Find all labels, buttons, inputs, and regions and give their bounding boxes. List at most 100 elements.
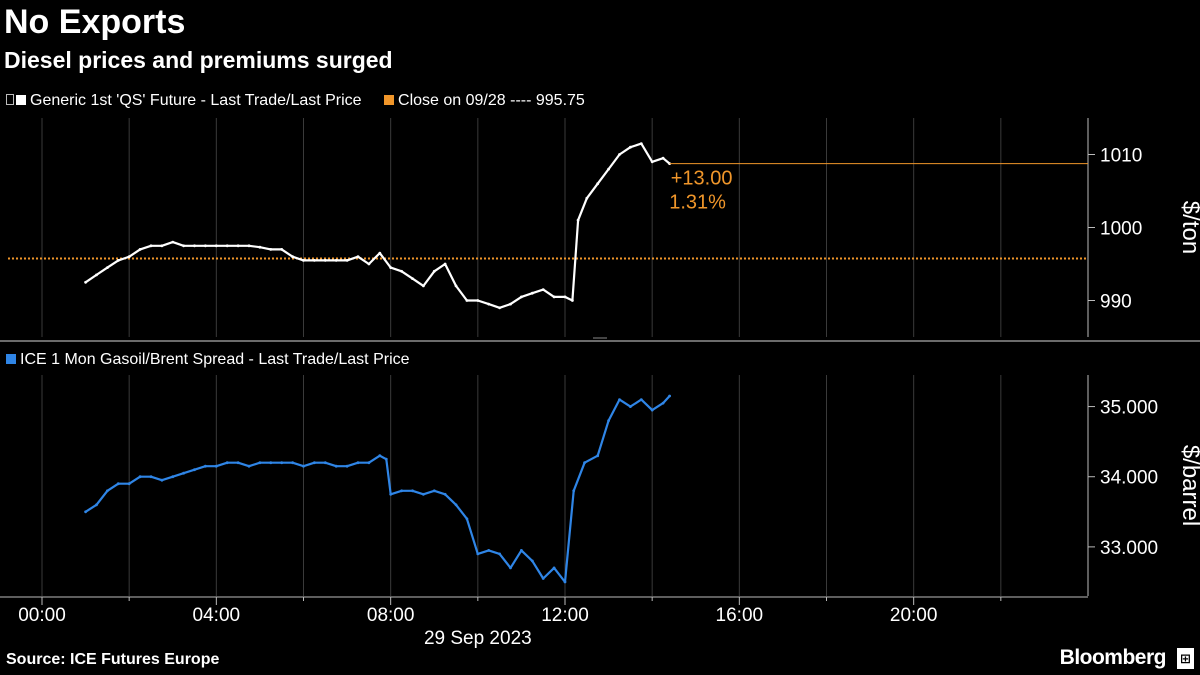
data-point bbox=[378, 454, 382, 458]
data-point bbox=[629, 405, 632, 408]
data-point bbox=[487, 549, 491, 552]
data-point bbox=[400, 269, 403, 273]
data-point bbox=[367, 461, 371, 465]
data-point bbox=[313, 461, 316, 465]
data-point bbox=[520, 295, 523, 299]
data-point bbox=[138, 248, 142, 251]
data-point bbox=[247, 464, 251, 468]
data-point bbox=[171, 475, 175, 479]
data-point bbox=[552, 566, 556, 570]
data-point bbox=[389, 266, 393, 269]
data-point bbox=[356, 255, 360, 259]
data-point bbox=[530, 559, 534, 563]
data-point bbox=[454, 284, 458, 288]
data-point bbox=[302, 259, 305, 262]
data-point bbox=[552, 295, 556, 299]
y-tick-label: 34.000 bbox=[1100, 468, 1158, 489]
data-point bbox=[618, 398, 621, 401]
data-point bbox=[225, 461, 229, 465]
data-point bbox=[84, 510, 87, 514]
data-point bbox=[280, 461, 284, 465]
y-tick-label: 1000 bbox=[1100, 219, 1142, 240]
x-tick-label: 16:00 bbox=[716, 605, 764, 626]
legend-top: Generic 1st 'QS' Future - Last Trade/Las… bbox=[6, 91, 585, 111]
data-point bbox=[323, 259, 327, 262]
data-point bbox=[214, 464, 218, 468]
y-tick-label: 1010 bbox=[1100, 146, 1142, 167]
data-point bbox=[367, 262, 371, 266]
data-point bbox=[411, 277, 414, 280]
data-point bbox=[149, 475, 153, 479]
legend-label-gasoil-spread: ICE 1 Mon Gasoil/Brent Spread - Last Tra… bbox=[20, 351, 410, 368]
data-point bbox=[465, 299, 469, 302]
data-point bbox=[106, 489, 109, 493]
brand-logo: Bloomberg bbox=[1059, 646, 1167, 669]
data-point bbox=[378, 251, 382, 255]
series-line-0-0 bbox=[84, 142, 671, 309]
data-point bbox=[236, 244, 240, 248]
data-point bbox=[193, 468, 196, 472]
data-point bbox=[563, 580, 567, 584]
data-point bbox=[498, 552, 501, 556]
data-point bbox=[149, 244, 153, 248]
data-point bbox=[668, 394, 671, 398]
chart-subtitle: Diesel prices and premiums surged bbox=[4, 47, 393, 73]
data-point bbox=[541, 288, 545, 291]
data-point bbox=[389, 492, 393, 496]
data-point bbox=[258, 245, 262, 249]
data-point bbox=[618, 153, 621, 156]
legend-bottom: ICE 1 Mon Gasoil/Brent Spread - Last Tra… bbox=[6, 350, 410, 370]
data-point bbox=[95, 273, 98, 277]
data-point bbox=[127, 482, 131, 486]
data-point bbox=[225, 244, 229, 248]
data-point bbox=[127, 255, 131, 259]
data-point bbox=[487, 302, 491, 306]
data-point bbox=[585, 196, 589, 200]
y-tick-label: 990 bbox=[1100, 292, 1132, 313]
data-point bbox=[269, 248, 273, 251]
data-point bbox=[639, 142, 643, 146]
legend-label-close: Close on 09/28 ---- 995.75 bbox=[398, 92, 585, 109]
data-point bbox=[509, 302, 512, 306]
data-point bbox=[596, 454, 600, 458]
data-point bbox=[345, 464, 349, 468]
data-point bbox=[345, 259, 349, 262]
data-point bbox=[95, 503, 98, 507]
data-point bbox=[171, 240, 175, 244]
data-point bbox=[661, 156, 665, 160]
legend-swatch-qs-future bbox=[16, 95, 26, 105]
legend-swatch-gasoil-spread bbox=[6, 354, 16, 364]
bloomberg-terminal-icon: ⊞ bbox=[1177, 648, 1194, 669]
data-point bbox=[116, 482, 120, 486]
data-point bbox=[160, 244, 164, 248]
data-point bbox=[583, 461, 586, 465]
data-point bbox=[443, 492, 447, 496]
data-point bbox=[247, 244, 251, 248]
data-point bbox=[334, 259, 338, 262]
x-tick-label: 20:00 bbox=[890, 605, 938, 626]
data-point bbox=[465, 517, 469, 521]
data-point bbox=[476, 552, 480, 556]
data-point bbox=[530, 291, 534, 295]
data-point bbox=[498, 306, 501, 310]
data-point bbox=[258, 461, 262, 465]
data-point bbox=[313, 259, 316, 262]
y-axis-title: $/ton bbox=[1177, 201, 1200, 254]
data-point bbox=[476, 299, 480, 302]
data-point bbox=[411, 489, 414, 493]
data-point bbox=[571, 299, 574, 302]
data-point bbox=[629, 145, 632, 149]
data-point bbox=[661, 401, 665, 405]
data-point bbox=[520, 549, 523, 552]
data-point bbox=[650, 408, 654, 412]
percent-annotation: 1.31% bbox=[669, 192, 726, 214]
data-point bbox=[204, 244, 207, 248]
data-point bbox=[280, 248, 284, 251]
data-point bbox=[563, 295, 567, 299]
data-point bbox=[334, 464, 338, 468]
data-point bbox=[323, 461, 327, 465]
data-point bbox=[106, 266, 109, 269]
data-point bbox=[443, 262, 447, 266]
data-point bbox=[356, 461, 360, 465]
data-point bbox=[650, 160, 654, 164]
